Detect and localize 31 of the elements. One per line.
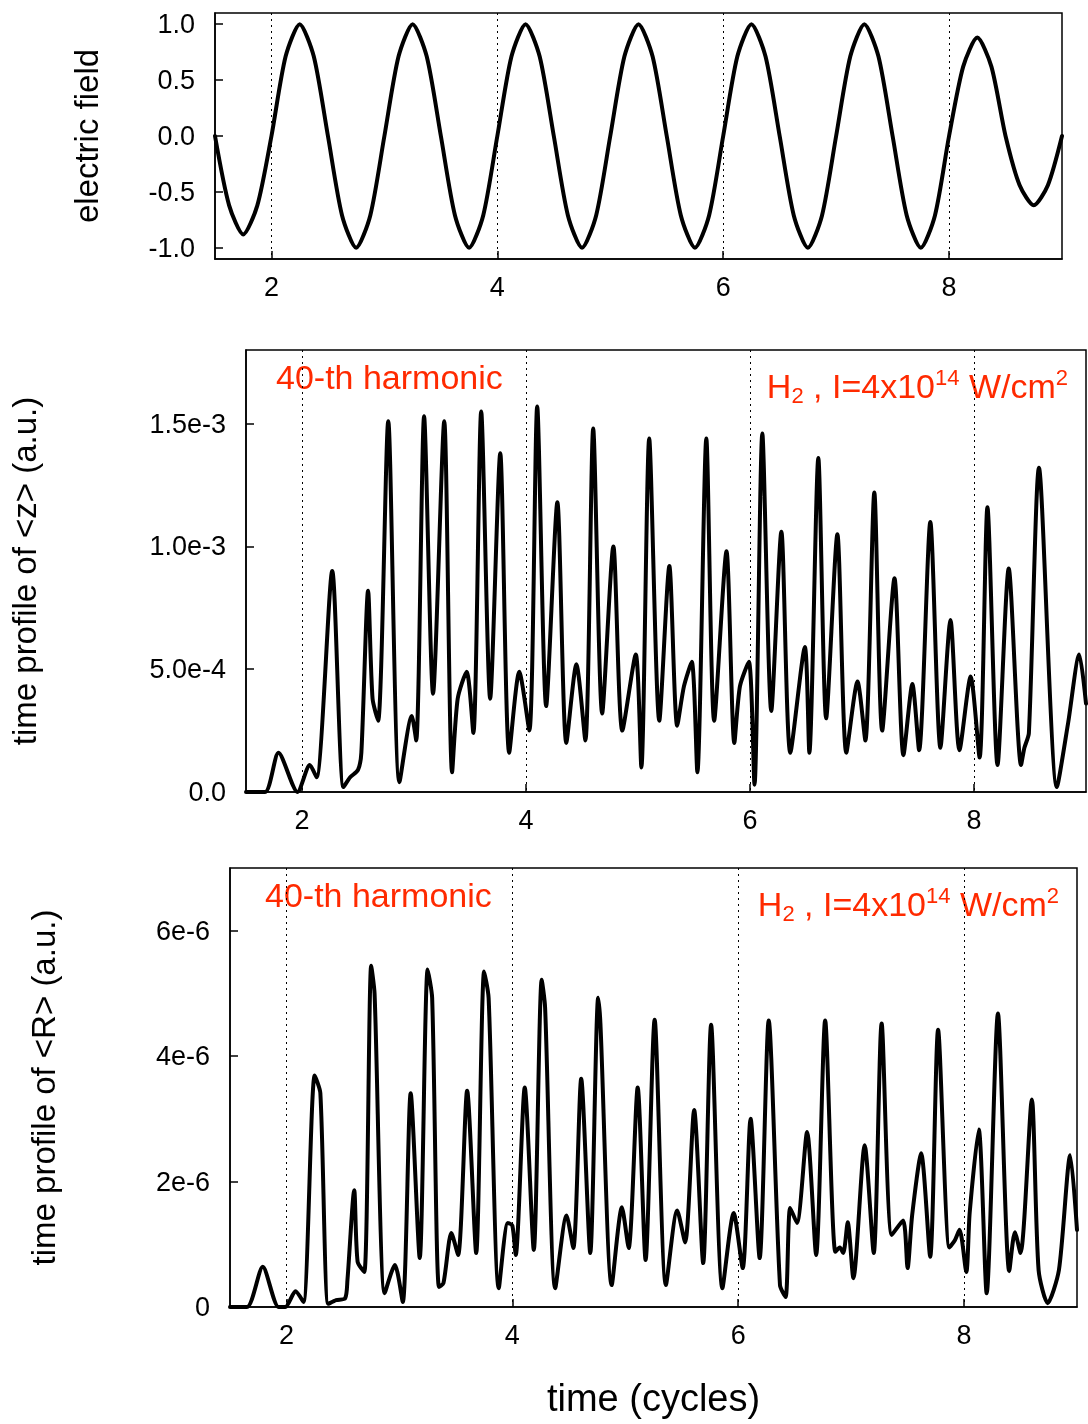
y-tick-label: -1.0 xyxy=(148,232,195,263)
x-tick-label: 6 xyxy=(742,804,758,835)
x-tick-label: 4 xyxy=(518,804,534,835)
x-tick-label: 2 xyxy=(294,804,310,835)
y-tick-label: 0.0 xyxy=(157,121,195,151)
y-tick-label: 1.0e-3 xyxy=(149,531,226,562)
y-axis-title: time profile of <R> (a.u.) xyxy=(25,909,62,1266)
x-tick-label: 8 xyxy=(956,1319,972,1350)
x-tick-label: 8 xyxy=(941,271,957,302)
y-tick-label: 4e-6 xyxy=(155,1041,210,1072)
x-tick-label: 6 xyxy=(730,1319,746,1350)
y-tick-label: 5.0e-4 xyxy=(149,654,226,685)
x-tick-label: 2 xyxy=(263,271,279,302)
y-tick-label: 0.0 xyxy=(188,777,226,807)
y-tick-label: 2e-6 xyxy=(155,1166,210,1197)
x-tick-label: 2 xyxy=(278,1319,294,1350)
y-tick-label: 6e-6 xyxy=(155,915,210,946)
x-tick-label: 4 xyxy=(504,1319,520,1350)
y-axis-title: time profile of <z> (a.u.) xyxy=(6,396,43,746)
x-tick-label: 8 xyxy=(966,804,982,835)
x-axis-title: time (cycles) xyxy=(546,1377,761,1419)
annotation: 40-th harmonic xyxy=(265,876,492,914)
y-tick-label: -0.5 xyxy=(148,176,195,207)
annotation: 40-th harmonic xyxy=(276,358,503,396)
y-axis-title: electric field xyxy=(68,48,105,224)
x-tick-label: 6 xyxy=(715,271,731,302)
y-tick-label: 0.5 xyxy=(157,65,195,96)
x-tick-label: 4 xyxy=(489,271,505,302)
y-tick-label: 1.5e-3 xyxy=(149,408,226,439)
y-tick-label: 0 xyxy=(194,1292,210,1322)
y-tick-label: 1.0 xyxy=(157,9,195,40)
